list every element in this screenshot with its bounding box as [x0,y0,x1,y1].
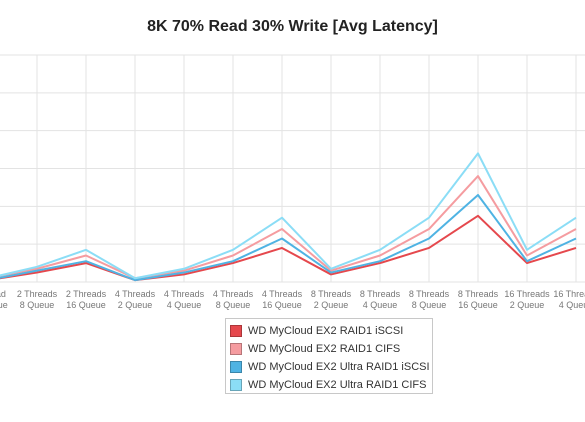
legend-item: WD MyCloud EX2 Ultra RAID1 CIFS [230,376,432,394]
legend-item: WD MyCloud EX2 RAID1 iSCSI [230,322,432,340]
series-line-1 [0,214,577,282]
x-tick-label: 4 Threads 16 Queue [262,289,303,310]
legend-label: WD MyCloud EX2 Ultra RAID1 iSCSI [248,361,430,373]
x-tick-label: 4 Threads 8 Queue [213,289,254,310]
x-tick-label: 8 Threads 16 Queue [458,289,499,310]
x-tick-label: 4 Threads 4 Queue [164,289,205,310]
series-line-3 [0,193,577,282]
x-tick-label: 8 Threads 2 Queue [311,289,352,310]
legend: WD MyCloud EX2 RAID1 iSCSI WD MyCloud EX2… [225,318,433,394]
x-tick-label: 1 Thread16 Queue [0,289,8,310]
grid [0,54,585,283]
x-tick-label: 2 Threads 16 Queue [66,289,107,310]
series-line-4 [0,152,577,280]
legend-item: WD MyCloud EX2 Ultra RAID1 iSCSI [230,358,432,376]
x-tick-label: 8 Threads 8 Queue [409,289,450,310]
x-tick-label: 8 Threads 4 Queue [360,289,401,310]
legend-label: WD MyCloud EX2 RAID1 iSCSI [248,325,404,337]
series-line-2 [0,175,577,280]
legend-label: WD MyCloud EX2 Ultra RAID1 CIFS [248,379,427,391]
legend-item: WD MyCloud EX2 RAID1 CIFS [230,340,432,358]
legend-swatch [230,325,242,337]
x-tick-label: 16 Threads 2 Queue [504,289,550,310]
chart-title: 8K 70% Read 30% Write [Avg Latency] [147,18,438,35]
legend-swatch [230,361,242,373]
x-tick-label: 2 Threads 8 Queue [17,289,58,310]
legend-swatch [230,343,242,355]
x-tick-label: 4 Threads 2 Queue [115,289,156,310]
series-lines [0,152,577,282]
legend-label: WD MyCloud EX2 RAID1 CIFS [248,343,401,355]
legend-swatch [230,379,242,391]
